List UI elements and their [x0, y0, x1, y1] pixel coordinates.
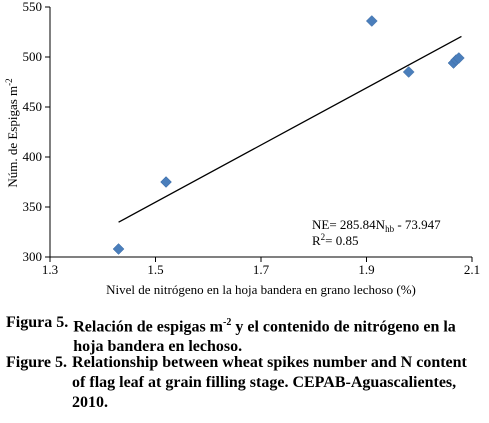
y-tick-label: 300	[23, 249, 43, 264]
caption-text-es: Relación de espigas m-2 y el contenido d…	[73, 317, 456, 356]
y-tick-label: 400	[23, 149, 43, 164]
figure-caption-spanish: Figura 5. Relación de espigas m-2 y el c…	[6, 313, 484, 357]
scatter-chart: 1.3 1.5 1.7 1.9 2.1 300 350 400 450 500 550 NE= 2…	[4, 0, 480, 297]
trendline	[118, 35, 462, 223]
y-tick-label: 350	[23, 199, 43, 214]
y-tick-label: 500	[23, 49, 43, 64]
caption-label-es: Figura 5.	[6, 314, 69, 331]
data-points	[112, 15, 465, 255]
data-point-marker	[112, 243, 125, 255]
y-axis-title: Núm. de Espigas m-2	[4, 78, 20, 187]
x-tick-labels: 1.3 1.5 1.7 1.9 2.1	[42, 257, 480, 277]
y-tick-label: 550	[23, 0, 43, 14]
x-tick-label: 2.1	[464, 262, 480, 277]
x-axis-title: Nivel de nitrógeno en la hoja bandera en…	[106, 282, 416, 297]
caption-label-en: Figure 5.	[6, 354, 68, 371]
data-point-marker	[365, 15, 378, 27]
x-tick-label: 1.9	[358, 262, 374, 277]
x-tick-label: 1.7	[253, 262, 270, 277]
data-point-marker	[452, 52, 465, 64]
data-point-marker	[160, 176, 172, 188]
x-tick-label: 1.5	[147, 262, 163, 277]
x-tick-label: 1.3	[42, 262, 58, 277]
caption-text-en: Relationship between wheat spikes number…	[72, 354, 467, 411]
r-squared-label: R2= 0.85	[312, 232, 359, 248]
y-tick-labels: 300 350 400 450 500 550	[23, 0, 50, 264]
figure-caption-english: Figure 5. Relationship between wheat spi…	[6, 353, 484, 413]
y-tick-label: 450	[23, 99, 43, 114]
equation-label: NE= 285.84Nhb - 73.947	[312, 217, 441, 234]
data-point-marker	[402, 66, 415, 78]
